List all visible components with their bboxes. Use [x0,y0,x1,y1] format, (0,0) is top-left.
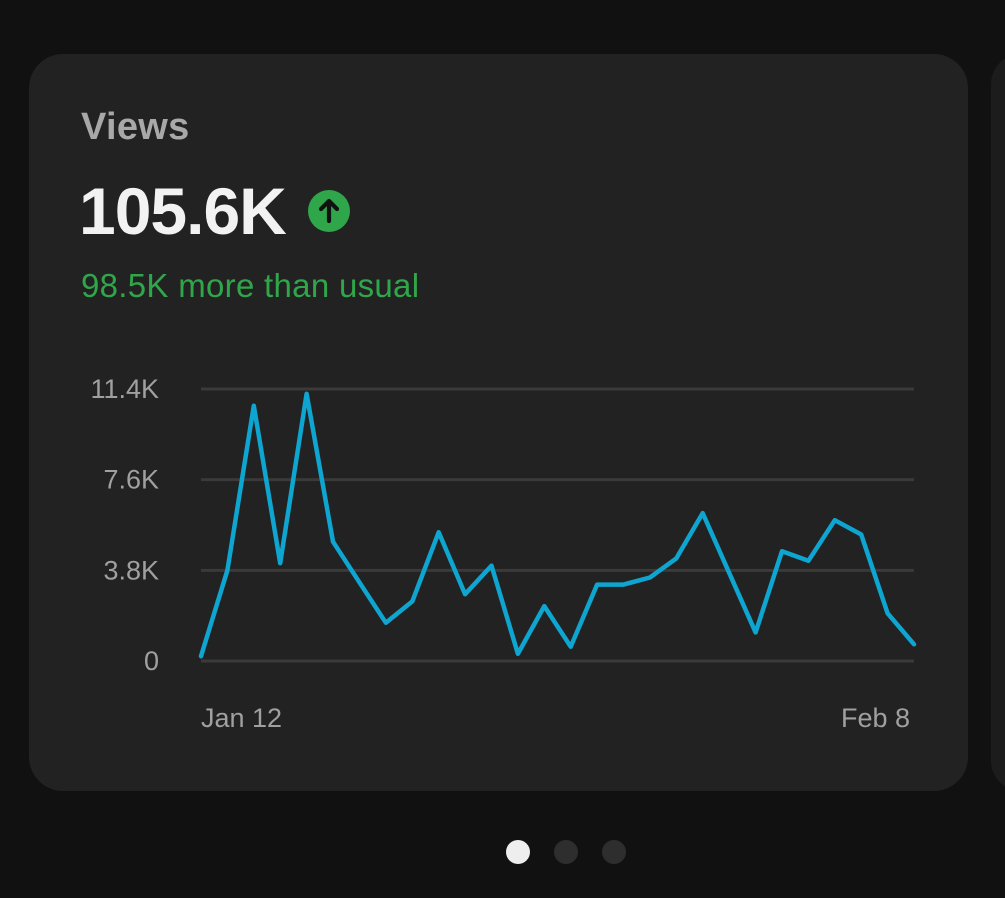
y-tick-label: 7.6K [103,465,159,495]
views-series-line [198,391,917,659]
y-tick-label: 11.4K [90,374,159,404]
metric-row: 105.6K [79,170,350,252]
next-card-peek[interactable] [991,54,1005,791]
views-value: 105.6K [79,174,287,248]
views-line-chart: 0 3.8K 7.6K 11.4K Jan 12 Feb 8 [90,374,917,733]
x-tick-label: Feb 8 [841,703,910,733]
page-dot[interactable] [554,840,578,864]
delta-text: 98.5K more than usual [81,267,420,304]
views-card[interactable]: Views 105.6K 98.5K more than usual 0 3.8K… [29,54,968,791]
page-dot[interactable] [506,840,530,864]
x-tick-label: Jan 12 [201,703,282,733]
y-tick-label: 3.8K [103,555,159,585]
card-title: Views [81,106,190,148]
y-tick-label: 0 [144,646,159,676]
page-indicator [0,840,1005,864]
page-dot[interactable] [602,840,626,864]
arrow-up-circle-icon [307,190,350,232]
